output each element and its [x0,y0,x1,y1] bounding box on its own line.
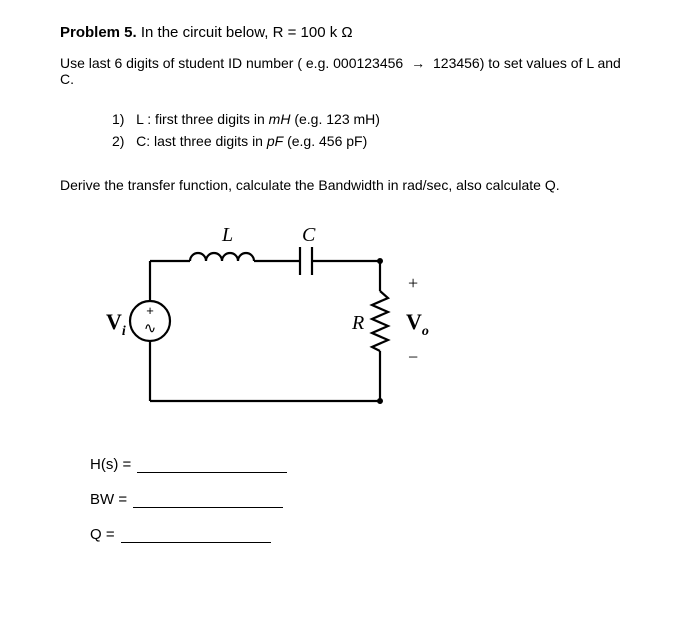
problem-number: Problem 5. [60,24,137,41]
label-c: C [302,224,316,246]
q-blank [121,528,271,543]
answer-row-q: Q = [90,526,622,543]
label-l: L [221,224,233,246]
circuit-svg: + ∿ L C R Vi + Vo − [90,211,450,431]
page: Problem 5. In the circuit below, R = 100… [0,0,682,581]
circuit-diagram: + ∿ L C R Vi + Vo − [90,211,622,436]
label-vi: Vi [106,309,126,339]
derive-instruction: Derive the transfer function, calculate … [60,177,622,193]
vo-plus: + [408,273,418,293]
list-eg: (e.g. 123 mH) [290,111,379,127]
label-r: R [351,312,364,334]
list-num: 2) [112,133,124,149]
problem-statement: In the circuit below, R = 100 k Ω [137,24,353,41]
list-unit: mH [269,111,291,127]
vo-minus: − [408,347,418,367]
arrow-icon: → [407,55,429,71]
source-plus: + [146,303,154,318]
hs-label: H(s) = [90,456,135,473]
hs-blank [137,458,287,473]
list-item: 2) C: last three digits in pF (e.g. 456 … [112,133,622,149]
list-num: 1) [112,111,124,127]
list-text: L : first three digits in [136,111,269,127]
source-tilde: ∿ [144,320,157,337]
label-vo: Vo [406,309,429,339]
bw-blank [133,493,283,508]
q-label: Q = [90,526,119,543]
problem-title: Problem 5. In the circuit below, R = 100… [60,24,622,41]
list-text: C: last three digits in [136,133,267,149]
list-unit: pF [267,133,283,149]
list-eg: (e.g. 456 pF) [283,133,367,149]
instruction-pre: Use last 6 digits of student ID number (… [60,55,407,71]
answer-blanks: H(s) = BW = Q = [90,456,622,543]
instruction: Use last 6 digits of student ID number (… [60,55,622,87]
answer-row-bw: BW = [90,491,622,508]
bw-label: BW = [90,491,131,508]
parameter-list: 1) L : first three digits in mH (e.g. 12… [112,111,622,149]
list-item: 1) L : first three digits in mH (e.g. 12… [112,111,622,127]
answer-row-hs: H(s) = [90,456,622,473]
